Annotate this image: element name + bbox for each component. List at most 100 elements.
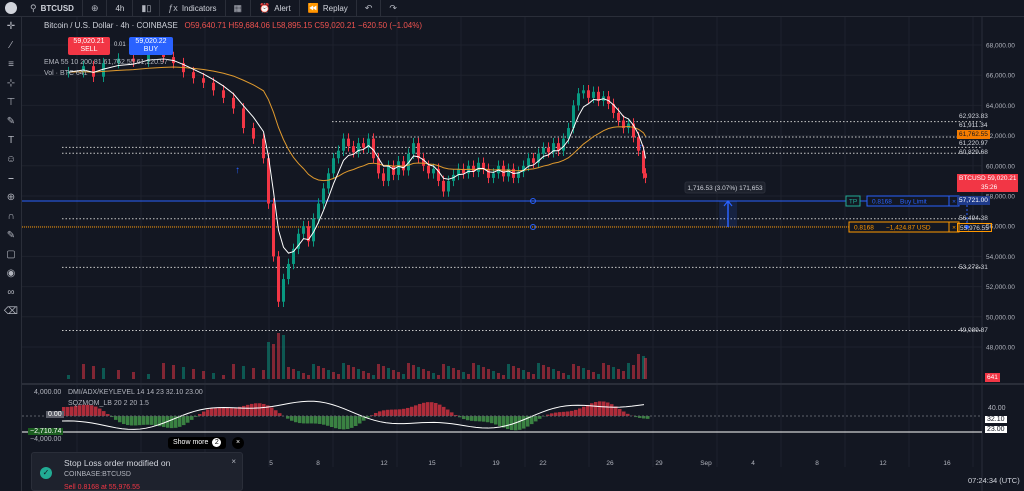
price-chart[interactable]: ↑ ↑ 1,716.53 (3.07%) 171,653 TP 0.8168 B… — [22, 17, 1024, 491]
momentum-bar — [298, 416, 302, 424]
ruler-icon[interactable]: ⎯ — [8, 173, 14, 184]
osc-left-top: 4,000.00 — [34, 389, 62, 396]
tp-order-label[interactable]: TP 0.8168 Buy Limit × — [845, 195, 960, 207]
momentum-bar — [526, 416, 530, 427]
pattern-icon[interactable]: ⊹ — [6, 78, 16, 89]
momentum-bar — [186, 416, 190, 423]
stay-drawing-icon[interactable]: ✎ — [6, 230, 16, 241]
momentum-bar — [470, 416, 474, 421]
legend-ema[interactable]: EMA 55 10 200.81 61,762.55 61,220.97 — [44, 59, 168, 66]
candle — [517, 171, 520, 178]
drag-handle[interactable] — [530, 198, 536, 204]
redo-button[interactable]: ↷ — [381, 0, 405, 17]
volume-bar — [527, 372, 530, 379]
layouts-button[interactable]: ▦ — [226, 0, 252, 17]
momentum-bar — [530, 416, 534, 425]
candle — [212, 82, 215, 91]
user-avatar[interactable] — [0, 0, 22, 17]
buy-button[interactable]: 59,020.22 BUY — [129, 37, 173, 55]
volume-bar — [437, 375, 440, 379]
trash-icon[interactable]: ⌫ — [3, 306, 19, 317]
zoom-icon[interactable]: ⊕ — [6, 192, 16, 203]
momentum-bar — [554, 412, 558, 416]
symbol-search-button[interactable]: ⚲ BTCUSD — [22, 0, 83, 17]
volume-bar — [422, 369, 425, 379]
momentum-bar — [586, 404, 590, 416]
clock[interactable]: 07:24:34 (UTC) — [968, 476, 1020, 485]
momentum-bar — [646, 416, 650, 419]
volume-bar — [162, 363, 165, 379]
momentum-bar — [378, 411, 382, 416]
candle — [242, 108, 245, 129]
chart-type-button[interactable]: ▮▯ — [133, 0, 161, 17]
volume-bar — [487, 369, 490, 379]
volume-bar — [582, 368, 585, 379]
close-icon[interactable]: × — [231, 457, 236, 466]
interval-button[interactable]: 4h — [107, 0, 134, 17]
sell-button[interactable]: 59,020.21 SELL — [68, 37, 110, 55]
link-icon[interactable]: ∞ — [7, 287, 15, 298]
momentum-bar — [590, 403, 594, 416]
candle — [392, 165, 395, 175]
compare-symbol-button[interactable]: ⊕ — [83, 0, 108, 17]
momentum-bar — [202, 411, 206, 416]
momentum-bar — [118, 416, 122, 423]
momentum-bar — [170, 416, 174, 429]
wma-line — [68, 58, 646, 254]
momentum-bar — [234, 407, 238, 416]
replay-button[interactable]: ⏪ Replay — [300, 0, 357, 17]
magnet-icon[interactable]: ∩ — [7, 211, 15, 222]
candle — [92, 66, 95, 77]
time-axis[interactable]: 5 8 12 15 19 22 26 29 Sep 4 8 12 16 — [22, 456, 982, 468]
candle — [527, 158, 530, 166]
time-tick: 12 — [879, 460, 887, 467]
emoji-icon[interactable]: ☺ — [5, 154, 17, 165]
indicators-button[interactable]: ƒx Indicators — [160, 0, 226, 17]
text-icon[interactable]: T — [7, 135, 15, 146]
volume-bar — [417, 367, 420, 379]
prediction-icon[interactable]: ⊤ — [6, 97, 16, 108]
crosshair-icon[interactable]: ✛ — [6, 21, 16, 32]
plus-circle-icon: ⊕ — [90, 2, 99, 13]
momentum-bar — [122, 416, 126, 424]
dismiss-all-icon[interactable]: × — [232, 437, 244, 449]
momentum-bar — [302, 416, 306, 424]
cancel-tp-icon: × — [952, 199, 956, 206]
price-tick: 50,000.00 — [986, 314, 1015, 321]
volume-bar — [497, 373, 500, 379]
volume-bar — [542, 365, 545, 379]
trendline-icon[interactable]: ∕ — [10, 40, 12, 51]
undo-button[interactable]: ↶ — [357, 0, 382, 17]
fib-icon[interactable]: ≡ — [8, 59, 14, 70]
momentum-bar — [358, 416, 362, 424]
drag-handle[interactable] — [530, 224, 536, 230]
candle — [292, 248, 295, 264]
brush-icon[interactable]: ✎ — [6, 116, 16, 127]
alert-button[interactable]: ⏰ Alert — [251, 0, 300, 17]
dmi-legend[interactable]: DMI/ADX/KEYLEVEL 14 14 23 32.10 23.00 — [68, 389, 203, 396]
momentum-bar — [138, 416, 142, 426]
candle — [492, 173, 495, 178]
check-icon: ✓ — [40, 467, 52, 479]
show-more-button[interactable]: Show more 2 — [168, 437, 227, 449]
legend-volume[interactable]: Vol · BTC 641 — [44, 70, 88, 77]
buy-price: 59,020.22 — [135, 38, 167, 45]
momentum-bar — [74, 405, 78, 416]
lock-icon[interactable]: ▢ — [6, 249, 16, 260]
eye-icon[interactable]: ◉ — [6, 268, 16, 279]
candle — [612, 103, 615, 113]
candle — [572, 105, 575, 129]
volume-bar — [592, 372, 595, 379]
volume-bar — [397, 372, 400, 379]
notification-toast[interactable]: ✓ Stop Loss order modified on COINBASE:B… — [31, 452, 243, 491]
chart-pane[interactable]: ↑ ↑ 1,716.53 (3.07%) 171,653 TP 0.8168 B… — [22, 17, 1024, 491]
sqz-legend[interactable]: SQZMOM_LB 20 2 20 1.5 — [68, 400, 149, 407]
sl-order-label[interactable]: 0.8168 −1,424.87 USD × — [848, 221, 960, 233]
momentum-bar — [190, 416, 194, 420]
momentum-bar — [242, 405, 246, 416]
candle — [542, 147, 545, 154]
momentum-bar — [406, 407, 410, 416]
volume-bar — [537, 363, 540, 379]
momentum-bar — [310, 416, 314, 424]
show-more-count: 2 — [212, 438, 222, 447]
